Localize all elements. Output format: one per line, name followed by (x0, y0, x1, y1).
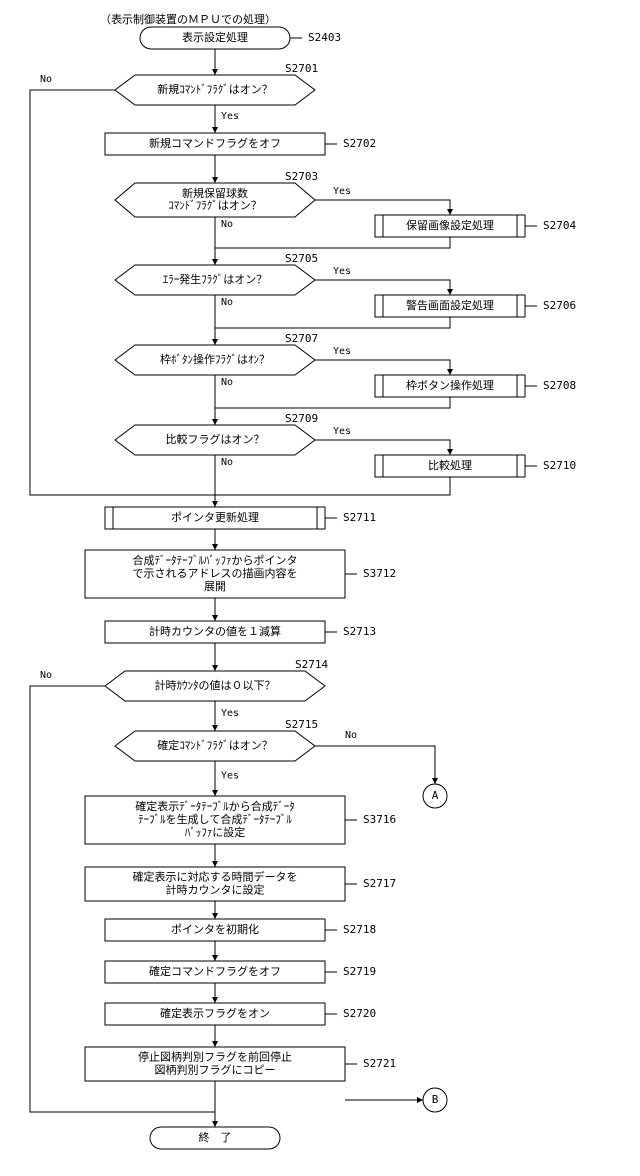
svg-text:S2403: S2403 (308, 31, 341, 44)
svg-text:S2707: S2707 (285, 332, 318, 345)
svg-text:S2702: S2702 (343, 137, 376, 150)
svg-text:ｴﾗｰ発生ﾌﾗｸﾞはオン？: ｴﾗｰ発生ﾌﾗｸﾞはオン？ (163, 272, 268, 286)
svg-text:確定ｺﾏﾝﾄﾞﾌﾗｸﾞはオン？: 確定ｺﾏﾝﾄﾞﾌﾗｸﾞはオン？ (157, 738, 273, 752)
svg-text:新規保留球数: 新規保留球数 (182, 186, 248, 200)
svg-text:S2714: S2714 (295, 658, 328, 671)
svg-text:S2705: S2705 (285, 252, 318, 265)
svg-text:Yes: Yes (221, 111, 239, 122)
svg-text:確定表示に対応する時間データを: 確定表示に対応する時間データを (133, 870, 298, 884)
svg-text:ポインタ更新処理: ポインタ更新処理 (171, 510, 259, 524)
svg-text:S2718: S2718 (343, 923, 376, 936)
svg-text:S2715: S2715 (285, 718, 318, 731)
svg-text:S2706: S2706 (543, 299, 576, 312)
svg-text:Yes: Yes (333, 186, 351, 197)
svg-text:ポインタを初期化: ポインタを初期化 (171, 922, 259, 936)
svg-text:Yes: Yes (333, 266, 351, 277)
svg-text:Yes: Yes (333, 426, 351, 437)
svg-text:ﾃｰﾌﾞﾙを生成して合成ﾃﾞｰﾀﾃｰﾌﾞﾙ: ﾃｰﾌﾞﾙを生成して合成ﾃﾞｰﾀﾃｰﾌﾞﾙ (138, 812, 292, 826)
svg-text:No: No (221, 457, 233, 468)
svg-text:S2719: S2719 (343, 965, 376, 978)
svg-text:S2708: S2708 (543, 379, 576, 392)
svg-text:No: No (40, 670, 52, 681)
svg-text:ﾊﾞｯﾌｧに設定: ﾊﾞｯﾌｧに設定 (185, 825, 246, 839)
svg-text:で示されるアドレスの描画内容を: で示されるアドレスの描画内容を (133, 566, 298, 580)
svg-text:A: A (432, 789, 439, 802)
svg-text:S2720: S2720 (343, 1007, 376, 1020)
svg-text:Yes: Yes (333, 346, 351, 357)
svg-text:B: B (432, 1093, 439, 1106)
svg-text:確定コマンドフラグをオフ: 確定コマンドフラグをオフ (149, 964, 281, 978)
svg-text:No: No (345, 730, 357, 741)
svg-text:S2709: S2709 (285, 412, 318, 425)
svg-text:比較処理: 比較処理 (428, 458, 472, 472)
svg-text:S2717: S2717 (363, 877, 396, 890)
svg-text:Yes: Yes (221, 708, 239, 719)
svg-text:停止図柄判別フラグを前回停止: 停止図柄判別フラグを前回停止 (138, 1050, 292, 1064)
svg-text:No: No (221, 219, 233, 230)
svg-text:（表示制御装置のＭＰＵでの処理）: （表示制御装置のＭＰＵでの処理） (100, 12, 276, 26)
svg-text:合成ﾃﾞｰﾀﾃｰﾌﾞﾙﾊﾞｯﾌｧからポインタ: 合成ﾃﾞｰﾀﾃｰﾌﾞﾙﾊﾞｯﾌｧからポインタ (133, 553, 298, 567)
svg-text:保留画像設定処理: 保留画像設定処理 (406, 218, 494, 232)
svg-text:計時ｶｳﾝﾀの値は０以下？: 計時ｶｳﾝﾀの値は０以下？ (155, 678, 276, 692)
svg-text:S3712: S3712 (363, 567, 396, 580)
svg-text:S2711: S2711 (343, 511, 376, 524)
svg-text:枠ﾎﾞﾀﾝ操作ﾌﾗｸﾞはｵﾝ？: 枠ﾎﾞﾀﾝ操作ﾌﾗｸﾞはｵﾝ？ (160, 352, 270, 366)
svg-text:No: No (40, 74, 52, 85)
svg-text:新規コマンドフラグをオフ: 新規コマンドフラグをオフ (149, 136, 281, 150)
svg-text:新規ｺﾏﾝﾄﾞﾌﾗｸﾞはオン？: 新規ｺﾏﾝﾄﾞﾌﾗｸﾞはオン？ (157, 82, 273, 96)
svg-text:枠ボタン操作処理: 枠ボタン操作処理 (406, 378, 494, 392)
svg-text:表示設定処理: 表示設定処理 (182, 30, 248, 44)
svg-text:ｺﾏﾝﾄﾞﾌﾗｸﾞはオン？: ｺﾏﾝﾄﾞﾌﾗｸﾞはオン？ (168, 199, 262, 212)
svg-text:確定表示フラグをオン: 確定表示フラグをオン (160, 1006, 270, 1020)
svg-text:終 了: 終 了 (199, 1130, 232, 1144)
svg-text:S2701: S2701 (285, 62, 318, 75)
svg-text:図柄判別フラグにコピー: 図柄判別フラグにコピー (155, 1063, 276, 1077)
svg-text:計時カウンタに設定: 計時カウンタに設定 (166, 883, 265, 897)
svg-text:No: No (221, 377, 233, 388)
svg-text:S2703: S2703 (285, 170, 318, 183)
svg-text:比較フラグはオン？: 比較フラグはオン？ (166, 432, 265, 446)
svg-text:展開: 展開 (204, 580, 226, 593)
svg-text:Yes: Yes (221, 771, 239, 782)
svg-text:No: No (221, 297, 233, 308)
svg-text:S2713: S2713 (343, 625, 376, 638)
svg-text:確定表示ﾃﾞｰﾀﾃｰﾌﾞﾙから合成ﾃﾞｰﾀ: 確定表示ﾃﾞｰﾀﾃｰﾌﾞﾙから合成ﾃﾞｰﾀ (135, 799, 295, 813)
svg-text:S2710: S2710 (543, 459, 576, 472)
svg-text:S2721: S2721 (363, 1057, 396, 1070)
svg-text:S3716: S3716 (363, 813, 396, 826)
svg-text:計時カウンタの値を１減算: 計時カウンタの値を１減算 (149, 624, 281, 638)
svg-text:S2704: S2704 (543, 219, 576, 232)
svg-text:警告画面設定処理: 警告画面設定処理 (406, 298, 494, 312)
